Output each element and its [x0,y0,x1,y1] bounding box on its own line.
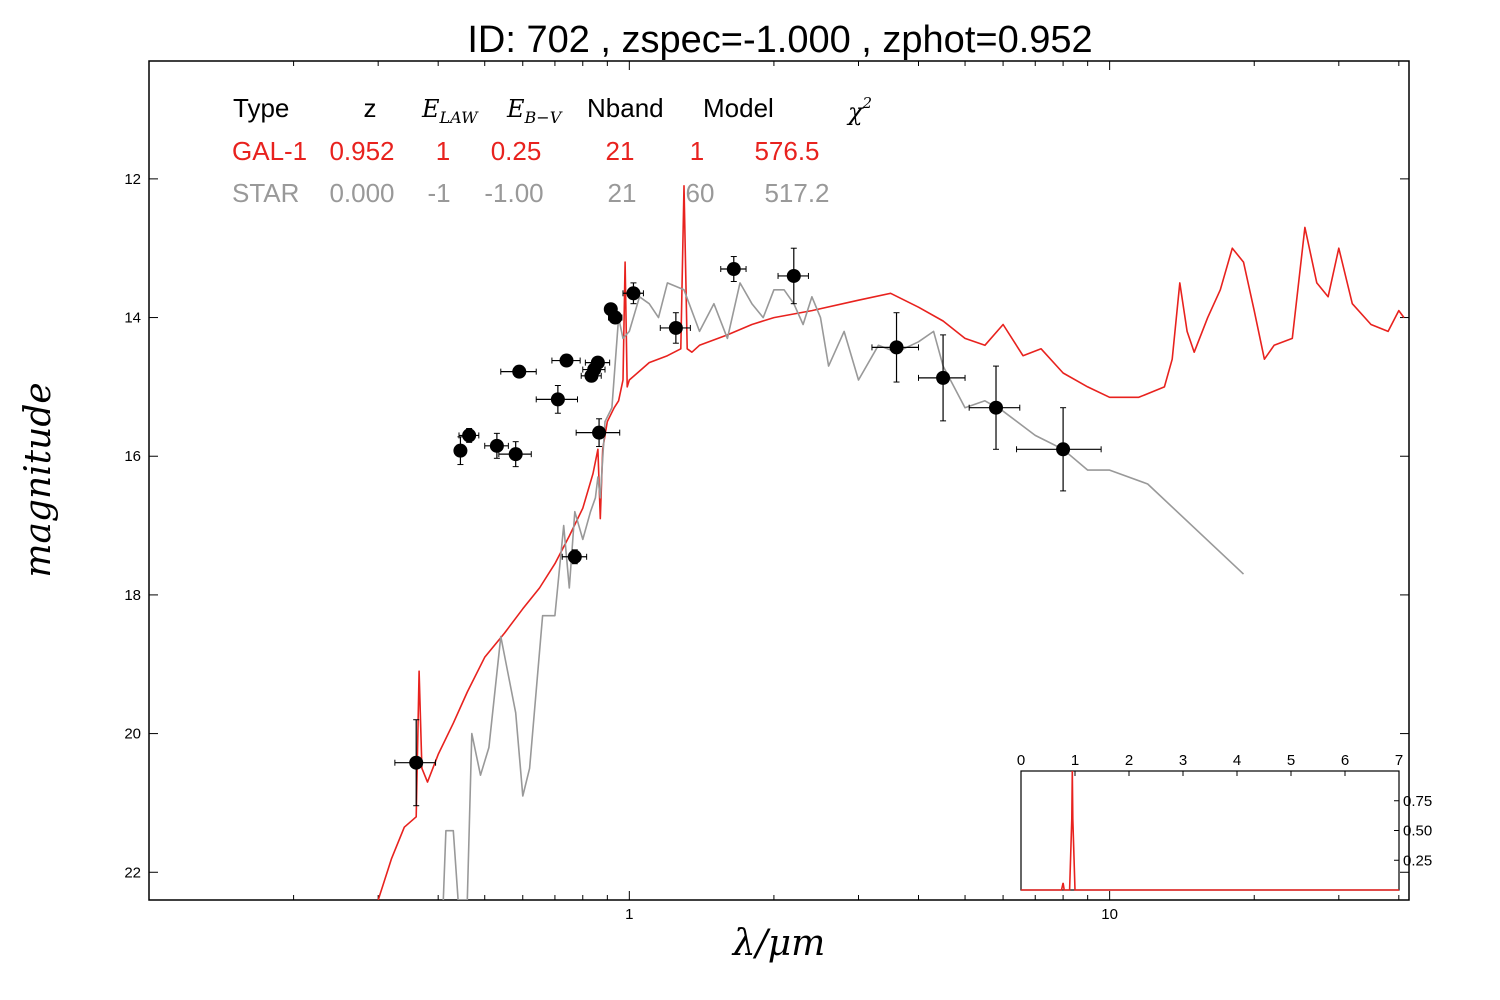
inset-y-ticks: 0.25 0.50 0.75 [1394,793,1432,869]
galaxy-model-line [377,185,1405,900]
photometry-point [561,549,588,565]
photometry-marker [409,755,424,770]
inset-x-tick-label: 5 [1287,752,1295,769]
row-gal-nband: 21 [606,136,635,166]
photometry-points [394,247,1102,807]
row-star-elaw: -1 [427,178,450,208]
photometry-marker [590,355,605,370]
y-tick-label: 18 [124,587,141,604]
photometry-point [584,355,611,370]
photometry-point [918,334,966,422]
row-gal-type: GAL-1 [232,136,307,166]
row-star-nband: 21 [608,178,637,208]
row-star-chi2: 517.2 [764,178,829,208]
chart-title: ID: 702 , zspec=-1.000 , zphot=0.952 [467,19,1092,61]
y-axis-label: magnitude [18,382,59,577]
photometry-marker [559,353,574,368]
table-header-type: Type [233,93,289,123]
photometry-marker [512,364,527,379]
y-tick-label: 22 [124,864,141,881]
row-gal-chi2: 576.5 [754,136,819,166]
photometry-marker [786,268,801,283]
photometry-marker [889,340,904,355]
photometry-point [575,418,621,448]
photometry-point [500,364,537,379]
inset-frame [1020,770,1400,891]
row-gal-model: 1 [690,136,704,166]
table-header-z: z [364,93,377,123]
photometry-point [394,719,437,807]
inset-pdf-curve [1021,770,1399,891]
inset-x-tick-label: 2 [1125,752,1133,769]
row-gal-elaw: 1 [436,136,450,166]
photometry-point [535,385,578,414]
photometry-marker [489,438,504,453]
photometry-marker [567,549,582,564]
plot-frame [148,60,1410,901]
table-header-chi2: χ2 [846,94,872,126]
inset-x-tick-label: 1 [1071,752,1079,769]
inset-y-tick-label: 0.75 [1403,793,1432,810]
inset-x-tick-label: 0 [1017,752,1025,769]
photometry-marker [608,310,623,325]
table-header-model: Model [703,93,774,123]
row-star-type: STAR [232,178,299,208]
y-tick-label: 12 [124,171,141,188]
table-header-nband: Nband [587,93,664,123]
photometry-point [1016,407,1102,492]
photometry-point [453,436,468,466]
inset-x-tick-label: 6 [1341,752,1349,769]
row-star-ebv: -1.00 [484,178,543,208]
photometry-point [551,353,581,368]
inset-x-ticks: 0 1 2 3 4 5 6 7 [1017,752,1403,776]
photometry-marker [989,400,1004,415]
row-star-z: 0.000 [329,178,394,208]
x-tick-label: 10 [1101,906,1118,923]
photometry-marker [668,320,683,335]
photometry-point [607,310,623,325]
table-header-elaw: ELAW [421,95,479,127]
star-model-line [442,282,1245,900]
inset-y-tick-label: 0.25 [1403,852,1432,869]
redshift-pdf-inset: 0 1 2 3 4 5 6 7 0.25 0.50 0.75 [1017,752,1432,891]
photometry-marker [936,370,951,385]
y-tick-label: 14 [124,310,141,327]
photometry-point [458,427,480,443]
photometry-marker [550,392,565,407]
x-axis-label: λ/μm [731,923,825,964]
photometry-marker [726,262,741,277]
row-gal-z: 0.952 [329,136,394,166]
row-star-model: 60 [686,178,715,208]
table-header-ebv: EB−V [506,95,563,127]
inset-x-tick-label: 3 [1179,752,1187,769]
inset-x-tick-label: 7 [1395,752,1403,769]
photometry-point [777,247,809,305]
row-gal-ebv: 0.25 [491,136,542,166]
inset-x-tick-label: 4 [1233,752,1241,769]
inset-pdf-line [1021,770,1399,891]
photometry-marker [453,443,468,458]
photometry-point [622,282,644,305]
photometry-marker [592,425,607,440]
y-tick-label: 16 [124,448,141,465]
x-tick-label: 1 [625,906,633,923]
photometry-marker [508,447,523,462]
photometry-point [968,365,1021,450]
photometry-point [720,256,747,282]
inset-y-tick-label: 0.50 [1403,823,1432,840]
photometry-point [871,312,920,383]
y-tick-label: 20 [124,726,141,743]
photometry-marker [462,428,477,443]
model-spectra [377,185,1405,900]
photometry-marker [626,286,641,301]
photometry-point [484,432,509,459]
photometry-point [498,441,532,468]
x-axis-ticks: 1 10 [148,61,1400,923]
photometry-point [659,312,691,344]
fit-table: Type z ELAW EB−V Nband Model χ2 GAL-1 0.… [232,93,872,208]
photometry-marker [1056,442,1071,457]
